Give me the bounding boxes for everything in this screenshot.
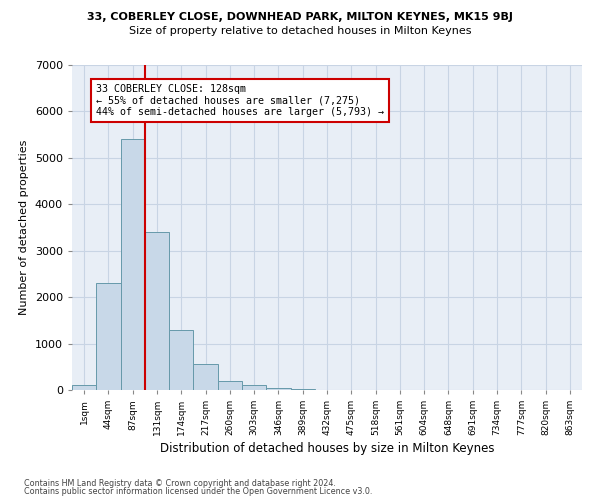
Bar [72, 386, 96, 390]
Bar [193, 364, 218, 390]
Text: Contains HM Land Registry data © Crown copyright and database right 2024.: Contains HM Land Registry data © Crown c… [24, 478, 336, 488]
X-axis label: Distribution of detached houses by size in Milton Keynes: Distribution of detached houses by size … [160, 442, 494, 456]
Bar [169, 330, 193, 390]
Bar [145, 232, 169, 390]
Bar [121, 140, 145, 390]
Bar [242, 386, 266, 390]
Text: 33, COBERLEY CLOSE, DOWNHEAD PARK, MILTON KEYNES, MK15 9BJ: 33, COBERLEY CLOSE, DOWNHEAD PARK, MILTO… [87, 12, 513, 22]
Bar [266, 388, 290, 390]
Bar [218, 380, 242, 390]
Text: Contains public sector information licensed under the Open Government Licence v3: Contains public sector information licen… [24, 487, 373, 496]
Bar [96, 283, 121, 390]
Bar [290, 389, 315, 390]
Text: Size of property relative to detached houses in Milton Keynes: Size of property relative to detached ho… [129, 26, 471, 36]
Text: 33 COBERLEY CLOSE: 128sqm
← 55% of detached houses are smaller (7,275)
44% of se: 33 COBERLEY CLOSE: 128sqm ← 55% of detac… [95, 84, 383, 117]
Y-axis label: Number of detached properties: Number of detached properties [19, 140, 29, 315]
